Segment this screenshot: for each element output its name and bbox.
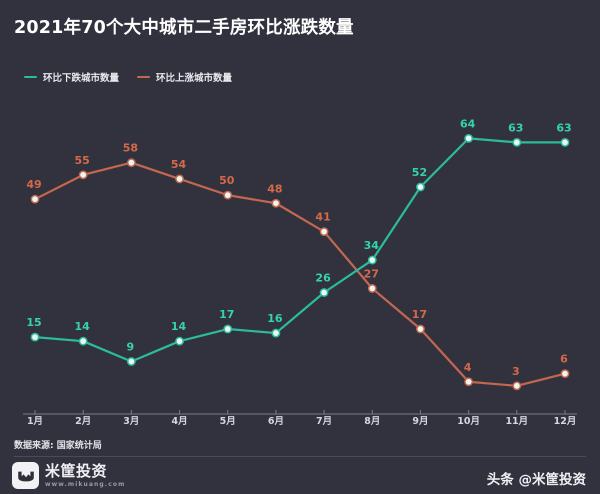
x-axis-label-3: 3月 — [123, 416, 140, 427]
data-point[interactable] — [128, 159, 135, 166]
data-point-label: 63 — [508, 121, 523, 134]
x-axis-label-4: 4月 — [171, 416, 188, 427]
x-axis-label-6: 6月 — [267, 416, 284, 427]
x-axis-label-12: 12月 — [553, 416, 577, 427]
data-point[interactable] — [417, 326, 424, 332]
data-point[interactable] — [224, 326, 231, 332]
data-point[interactable] — [465, 135, 472, 142]
data-point[interactable] — [80, 171, 87, 178]
series-increase: 49 55 58 54 50 48 41 27 17 4 3 6 — [26, 142, 570, 391]
series-decline: 15 14 9 14 17 16 26 34 52 64 63 63 — [26, 117, 572, 366]
data-point-label: 26 — [315, 272, 331, 285]
data-point-label: 9 — [127, 340, 135, 353]
line-dash-icon — [24, 76, 37, 78]
data-point-label: 41 — [315, 211, 330, 224]
data-point[interactable] — [369, 257, 376, 263]
data-point-label: 17 — [412, 308, 427, 321]
data-point[interactable] — [321, 289, 327, 296]
data-point[interactable] — [32, 196, 38, 203]
brand-name: 米筐投资 — [45, 461, 108, 480]
footer-divider — [14, 456, 586, 457]
data-point-label: 15 — [26, 316, 41, 329]
chart-legend: 环比下跌城市数量 环比上涨城市数量 — [24, 70, 232, 84]
data-point-label: 27 — [364, 267, 379, 280]
data-point[interactable] — [224, 192, 231, 199]
data-point-label: 34 — [364, 239, 380, 252]
data-point-label: 64 — [460, 117, 476, 130]
x-axis-label-8: 8月 — [364, 416, 381, 427]
x-axis-label-1: 1月 — [26, 416, 44, 427]
data-point-label: 16 — [267, 312, 283, 325]
data-point[interactable] — [273, 330, 279, 336]
data-point[interactable] — [176, 176, 183, 182]
x-axis-label-11: 11月 — [505, 416, 529, 427]
legend-item-increase[interactable]: 环比上涨城市数量 — [137, 70, 232, 84]
data-point[interactable] — [321, 228, 327, 235]
data-point-label: 63 — [556, 121, 571, 134]
data-point[interactable] — [417, 184, 424, 190]
series-line — [33, 137, 567, 363]
x-axis-label-10: 10月 — [457, 416, 480, 427]
data-point[interactable] — [176, 338, 183, 345]
data-point[interactable] — [513, 139, 520, 146]
source-note: 数据来源: 国家统计局 — [14, 441, 102, 451]
data-point-label: 14 — [75, 320, 91, 333]
brand-url: www.mikuang.com — [45, 480, 126, 488]
data-point-label: 6 — [560, 353, 568, 366]
line-chart-plot: 49 55 58 54 50 48 41 27 17 4 3 6 15 14 9 14 17 16 26 34 52 64… — [0, 92, 600, 430]
x-axis-label-2: 2月 — [75, 416, 92, 427]
data-point-label: 50 — [219, 174, 235, 187]
data-point-label: 17 — [219, 308, 234, 321]
data-point-label: 55 — [75, 154, 90, 167]
line-dash-icon — [137, 76, 151, 78]
data-point[interactable] — [562, 370, 568, 377]
page-title: 2021年70个大中城市二手房环比涨跌数量 — [14, 18, 354, 38]
series-line — [33, 161, 567, 387]
data-point-label: 3 — [512, 365, 520, 378]
data-point[interactable] — [562, 139, 568, 146]
data-point-label: 48 — [267, 182, 282, 195]
data-point[interactable] — [80, 338, 87, 345]
data-point-label: 49 — [26, 178, 41, 191]
x-axis-labels: 1月 2月 3月 4月 5月 6月 7月 8月 9月 10月 11月 12月 — [0, 413, 600, 435]
data-point[interactable] — [128, 358, 135, 365]
x-axis-label-5: 5月 — [219, 416, 236, 427]
chart-svg: 49 55 58 54 50 48 41 27 17 4 3 6 15 14 9 14 17 16 26 34 52 64… — [23, 117, 577, 415]
x-axis-label-9: 9月 — [412, 416, 429, 427]
brand-block: 米筐投资 www.mikuang.com — [12, 462, 125, 489]
data-point-label: 52 — [412, 166, 427, 179]
data-point[interactable] — [273, 200, 279, 207]
data-point[interactable] — [369, 285, 376, 292]
data-point-label: 4 — [464, 361, 472, 374]
account-handle: 头条 @米筐投资 — [486, 472, 586, 488]
legend-label-decline: 环比下跌城市数量 — [43, 73, 120, 84]
data-point[interactable] — [513, 382, 520, 389]
legend-label-increase: 环比上涨城市数量 — [156, 73, 233, 84]
data-point[interactable] — [465, 378, 472, 385]
brand-text: 米筐投资 www.mikuang.com — [45, 461, 126, 488]
legend-item-decline[interactable]: 环比下跌城市数量 — [24, 70, 119, 84]
mikuang-logo-icon — [12, 462, 39, 489]
data-point-label: 58 — [123, 142, 138, 155]
data-point-label: 54 — [171, 158, 187, 171]
data-point-label: 14 — [171, 320, 187, 333]
x-axis-label-7: 7月 — [316, 416, 333, 427]
data-point[interactable] — [32, 334, 38, 341]
